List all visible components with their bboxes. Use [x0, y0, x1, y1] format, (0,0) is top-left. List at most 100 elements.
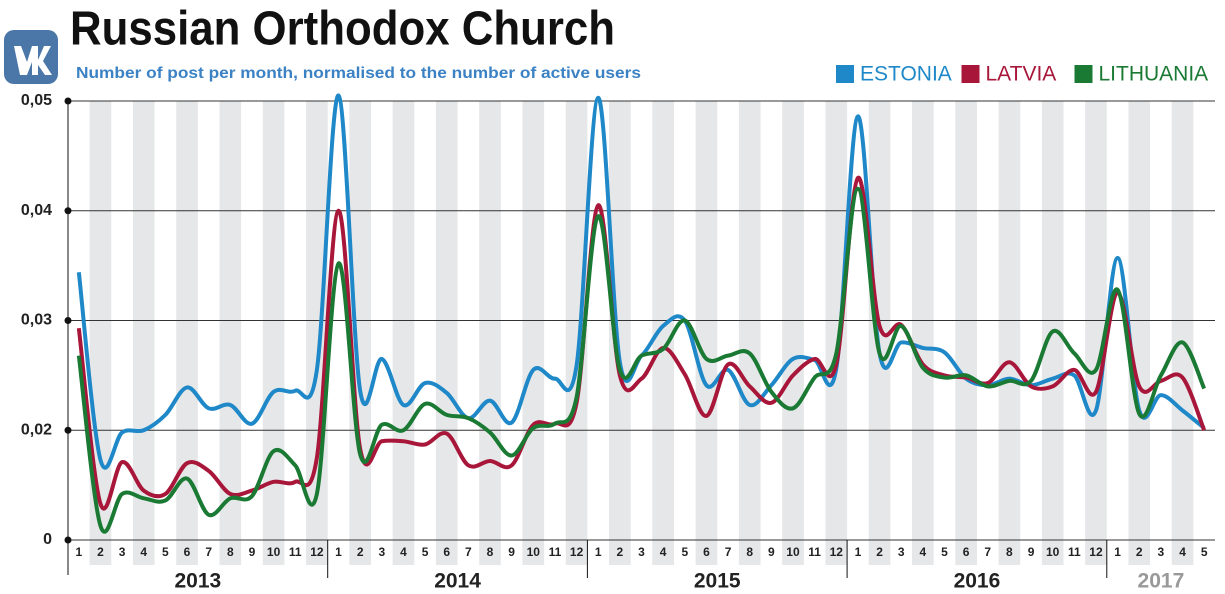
x-group-label: 2014 — [434, 570, 481, 593]
x-tick-label: 5 — [681, 545, 688, 559]
x-tick-label: 11 — [289, 545, 302, 559]
x-tick-label: 6 — [443, 545, 450, 559]
x-group-label: 2015 — [694, 570, 741, 593]
x-tick-label: 6 — [703, 545, 710, 559]
x-tick-label: 1 — [335, 545, 342, 559]
x-tick-label: 2 — [97, 545, 104, 559]
x-tick-label: 5 — [422, 545, 429, 559]
x-tick-label: 5 — [941, 545, 948, 559]
x-tick-label: 6 — [963, 545, 970, 559]
x-group-label: 2016 — [954, 570, 1001, 593]
x-tick-label: 7 — [725, 545, 732, 559]
legend-swatch — [1074, 65, 1093, 83]
y-tick-label: 0,02 — [21, 421, 52, 438]
x-tick-label: 5 — [162, 545, 169, 559]
x-tick-label: 10 — [267, 545, 281, 559]
x-tick-label: 7 — [205, 545, 212, 559]
x-tick-label: 4 — [919, 545, 926, 559]
x-tick-label: 7 — [465, 545, 472, 559]
x-tick-label: 2 — [1136, 545, 1143, 559]
x-tick-label: 11 — [808, 545, 821, 559]
x-tick-label: 11 — [1068, 545, 1081, 559]
month-stripe — [479, 101, 501, 565]
x-tick-label: 7 — [984, 545, 991, 559]
x-group-label: 2017 — [1138, 570, 1185, 593]
x-tick-label: 9 — [1028, 545, 1035, 559]
month-stripe — [1128, 101, 1151, 565]
x-tick-label: 1 — [1114, 545, 1121, 559]
x-tick-label: 3 — [638, 545, 645, 559]
month-stripe — [868, 101, 891, 565]
x-tick-label: 4 — [1179, 545, 1186, 559]
month-stripe — [435, 101, 458, 565]
x-tick-label: 2 — [876, 545, 883, 559]
month-stripe — [219, 101, 242, 565]
x-tick-label: 9 — [249, 545, 256, 559]
month-stripe — [522, 101, 545, 565]
x-tick-label: 12 — [1089, 545, 1103, 559]
x-tick-label: 10 — [527, 545, 541, 559]
data-line — [76, 93, 1206, 470]
x-tick-label: 10 — [786, 545, 800, 559]
legend-label: ESTONIA — [860, 63, 952, 86]
month-stripe — [652, 101, 674, 565]
x-tick-label: 12 — [570, 545, 584, 559]
month-stripe — [609, 101, 631, 565]
x-tick-label: 1 — [75, 545, 82, 559]
x-tick-label: 8 — [487, 545, 494, 559]
legend-label: LITHUANIA — [1099, 63, 1209, 86]
data-line — [76, 186, 1207, 534]
month-stripe — [565, 101, 588, 565]
x-tick-label: 5 — [1201, 545, 1208, 559]
legend-swatch — [836, 65, 854, 83]
month-stripe — [738, 101, 761, 565]
x-tick-label: 3 — [378, 545, 385, 559]
x-tick-label: 4 — [400, 545, 407, 559]
x-tick-label: 3 — [119, 545, 126, 559]
x-tick-label: 2 — [357, 545, 364, 559]
month-stripe — [176, 101, 198, 565]
legend-swatch — [961, 65, 980, 83]
month-stripe — [695, 101, 718, 565]
month-stripe — [782, 101, 804, 565]
x-tick-label: 12 — [310, 545, 324, 559]
month-stripe — [912, 101, 934, 565]
month-stripe — [392, 101, 415, 565]
x-tick-label: 1 — [595, 545, 602, 559]
month-stripe — [998, 101, 1021, 565]
x-tick-label: 12 — [830, 545, 844, 559]
x-tick-label: 8 — [1006, 545, 1013, 559]
y-tick-label: 0,03 — [21, 312, 52, 329]
x-tick-label: 9 — [768, 545, 775, 559]
x-tick-label: 3 — [898, 545, 905, 559]
x-tick-label: 2 — [617, 545, 624, 559]
y-tick-label: 0 — [43, 531, 52, 548]
month-stripe — [89, 101, 112, 565]
x-tick-label: 10 — [1046, 545, 1060, 559]
x-tick-label: 8 — [227, 545, 234, 559]
x-tick-label: 4 — [660, 545, 667, 559]
chart-title: Russian Orthodox Church — [70, 3, 615, 56]
data-line — [76, 175, 1207, 511]
x-tick-label: 9 — [508, 545, 515, 559]
y-tick-label: 0,05 — [21, 92, 52, 109]
x-group-label: 2013 — [174, 570, 221, 593]
legend-label: LATVIA — [986, 63, 1057, 86]
chart-subtitle: Number of post per month, normalised to … — [76, 65, 641, 82]
month-stripe — [262, 101, 285, 565]
month-stripe — [955, 101, 977, 565]
month-stripe — [1171, 101, 1194, 565]
logo-mark — [14, 46, 52, 75]
x-tick-label: 1 — [855, 545, 862, 559]
x-tick-label: 6 — [184, 545, 191, 559]
month-stripe — [349, 101, 371, 565]
month-stripe — [132, 101, 155, 565]
month-stripe — [825, 101, 848, 565]
y-tick-label: 0,04 — [21, 202, 52, 219]
month-stripe — [1085, 101, 1107, 565]
x-tick-label: 3 — [1158, 545, 1165, 559]
x-tick-label: 8 — [746, 545, 753, 559]
x-tick-label: 4 — [140, 545, 147, 559]
x-tick-label: 11 — [549, 545, 562, 559]
